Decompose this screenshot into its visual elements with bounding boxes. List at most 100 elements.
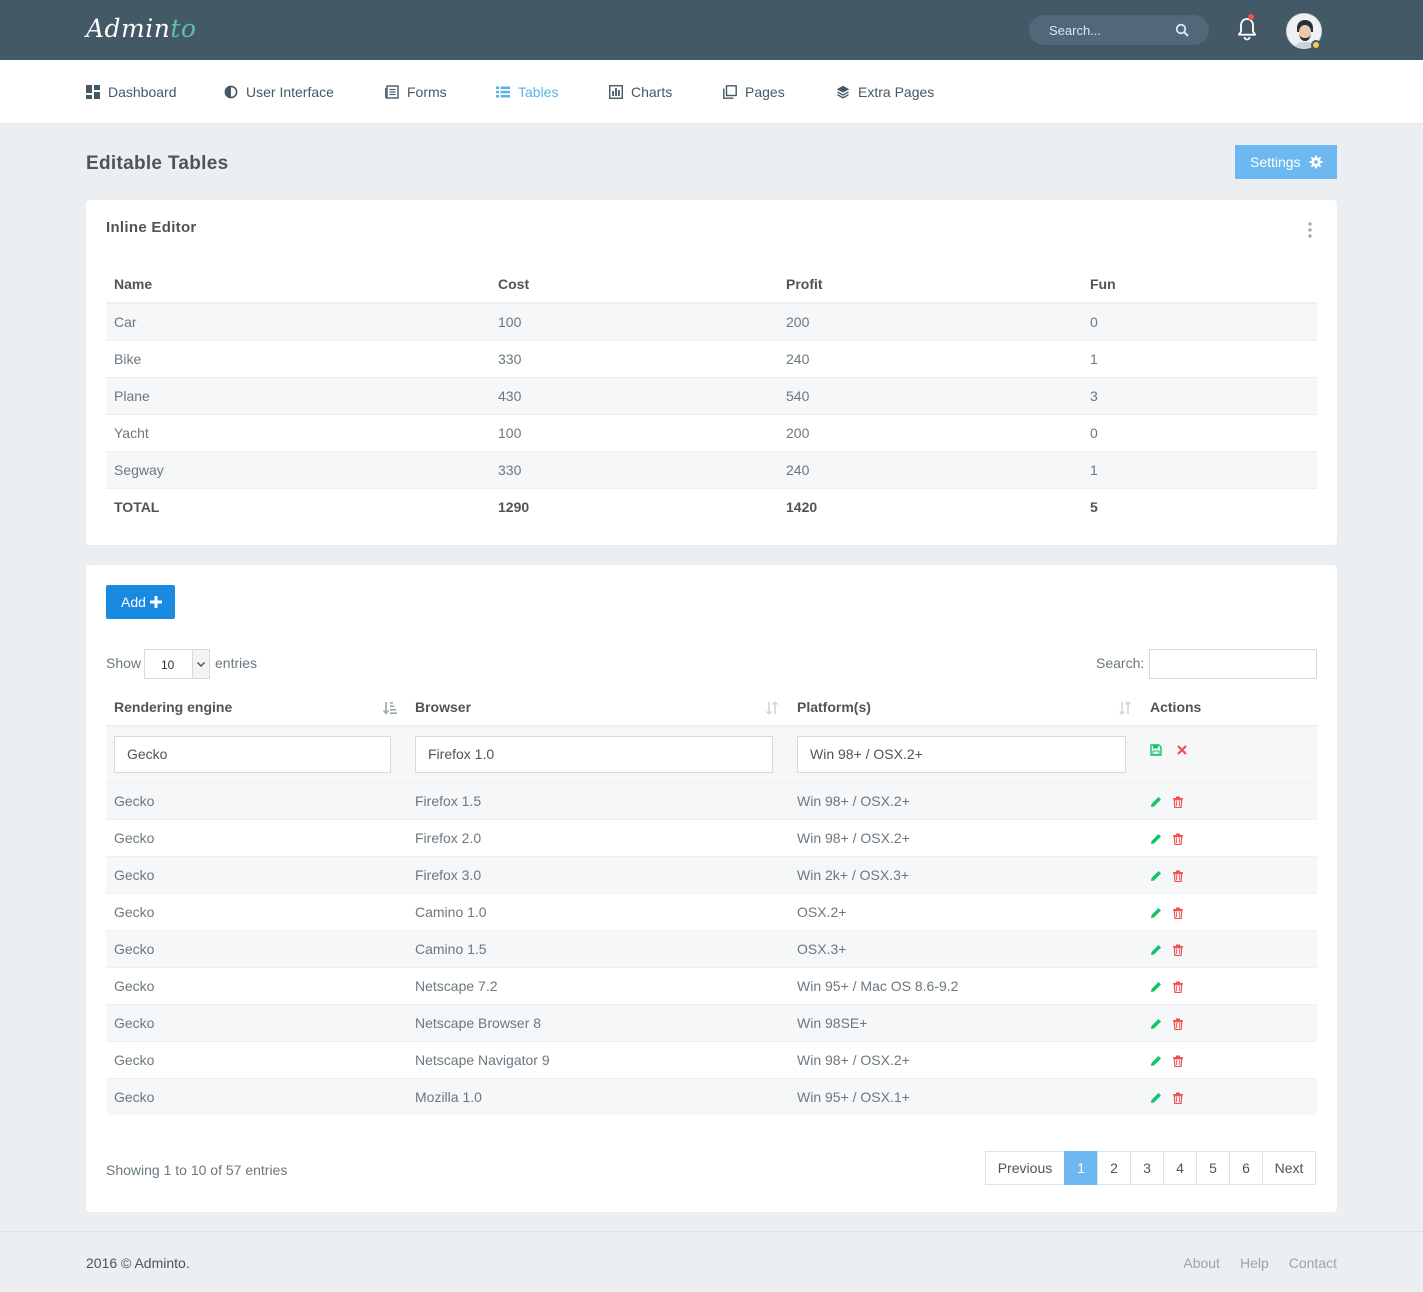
editing-row (106, 725, 1317, 782)
cell-name[interactable]: Bike (106, 339, 490, 377)
datatable-body: Gecko Firefox 1.5 Win 98+ / OSX.2+ Gecko Fir… (106, 781, 1317, 1115)
cell-cost[interactable]: 330 (490, 450, 778, 488)
pagination-page-3[interactable]: 3 (1130, 1151, 1164, 1185)
brand-name-main: Admin (86, 14, 171, 43)
cell-rendering-engine: Gecko (106, 1077, 407, 1115)
actions-cell (1142, 781, 1317, 819)
cell-browser: Camino 1.0 (407, 892, 789, 930)
pagination-page-4[interactable]: 4 (1163, 1151, 1197, 1185)
add-button[interactable]: Add (106, 585, 175, 619)
rendering-engine-input[interactable] (114, 735, 391, 773)
settings-label: Settings (1250, 154, 1301, 170)
more-vertical-icon[interactable] (1304, 220, 1316, 240)
cell-fun[interactable]: 3 (1082, 376, 1317, 414)
cell-name[interactable]: Segway (106, 450, 490, 488)
column-header-browser[interactable]: Browser (407, 689, 789, 727)
cell-profit[interactable]: 200 (778, 302, 1082, 340)
pagination-page-6[interactable]: 6 (1229, 1151, 1263, 1185)
platform-input[interactable] (797, 735, 1126, 773)
nav-label: Extra Pages (858, 84, 935, 100)
pagination-page-2[interactable]: 2 (1097, 1151, 1131, 1185)
cell-platform: OSX.3+ (789, 929, 1142, 967)
brand-logo[interactable]: Adminto (86, 14, 196, 43)
search-icon[interactable] (1175, 23, 1189, 37)
trash-icon[interactable] (1172, 870, 1184, 882)
actions-cell (1142, 1003, 1317, 1041)
cell-rendering-engine: Gecko (106, 929, 407, 967)
cell-rendering-engine: Gecko (106, 1003, 407, 1041)
actions-cell (1142, 725, 1317, 782)
column-header-platforms[interactable]: Platform(s) (789, 689, 1142, 727)
edit-icon[interactable] (1150, 907, 1162, 919)
cell-cost[interactable]: 430 (490, 376, 778, 414)
datatable-card: Add Show 10 entries Search: Rendering en… (86, 565, 1337, 1212)
cell-name[interactable]: Car (106, 302, 490, 340)
cell-profit[interactable]: 240 (778, 339, 1082, 377)
cell-profit[interactable]: 200 (778, 413, 1082, 451)
cell-cost[interactable]: 100 (490, 302, 778, 340)
entries-select[interactable]: 10 (144, 649, 210, 679)
trash-icon[interactable] (1172, 833, 1184, 845)
trash-icon[interactable] (1172, 1055, 1184, 1067)
total-profit: 1420 (778, 487, 1082, 525)
edit-icon[interactable] (1150, 1018, 1162, 1030)
pagination-previous[interactable]: Previous (985, 1151, 1065, 1185)
cell-fun[interactable]: 0 (1082, 413, 1317, 451)
pagination-page-1[interactable]: 1 (1064, 1151, 1098, 1185)
edit-icon[interactable] (1150, 870, 1162, 882)
cell-profit[interactable]: 240 (778, 450, 1082, 488)
top-search-input[interactable] (1029, 15, 1179, 45)
edit-icon[interactable] (1150, 796, 1162, 808)
datatable: Rendering engine Browser Platform(s) Act… (106, 689, 1317, 1115)
status-dot (1311, 40, 1321, 50)
edit-cell (106, 725, 407, 782)
cell-profit[interactable]: 540 (778, 376, 1082, 414)
column-header-rendering-engine[interactable]: Rendering engine (106, 689, 407, 727)
footer-link-contact[interactable]: Contact (1288, 1255, 1337, 1271)
trash-icon[interactable] (1172, 796, 1184, 808)
avatar[interactable] (1286, 13, 1322, 49)
edit-icon[interactable] (1150, 1092, 1162, 1104)
cell-name[interactable]: Yacht (106, 413, 490, 451)
nav-label: Forms (407, 84, 447, 100)
pagination: Previous 1 2 3 4 5 6 Next (985, 1151, 1316, 1185)
contrast-icon (224, 85, 238, 99)
table-search-input[interactable] (1149, 649, 1317, 679)
trash-icon[interactable] (1172, 1092, 1184, 1105)
settings-button[interactable]: Settings (1235, 145, 1337, 179)
close-icon[interactable] (1176, 744, 1188, 756)
footer: 2016 © Adminto. About Help Contact (0, 1231, 1423, 1292)
edit-icon[interactable] (1150, 833, 1162, 845)
cell-cost[interactable]: 100 (490, 413, 778, 451)
cell-name[interactable]: Plane (106, 376, 490, 414)
table-row: Gecko Netscape Browser 8 Win 98SE+ (106, 1003, 1317, 1041)
edit-icon[interactable] (1150, 981, 1162, 993)
sort-icon (766, 701, 778, 715)
cell-cost[interactable]: 330 (490, 339, 778, 377)
cell-fun[interactable]: 1 (1082, 339, 1317, 377)
cell-browser: Netscape 7.2 (407, 966, 789, 1004)
trash-icon[interactable] (1172, 1018, 1184, 1030)
nav-label: Pages (745, 84, 785, 100)
table-row: Gecko Netscape 7.2 Win 95+ / Mac OS 8.6-9.… (106, 966, 1317, 1004)
footer-link-help[interactable]: Help (1239, 1255, 1269, 1271)
nav-label: Dashboard (108, 84, 177, 100)
cell-fun[interactable]: 1 (1082, 450, 1317, 488)
cell-platform: Win 98+ / OSX.2+ (789, 781, 1142, 819)
trash-icon[interactable] (1172, 981, 1184, 993)
page-title: Editable Tables (86, 153, 229, 174)
trash-icon[interactable] (1172, 944, 1184, 956)
cell-fun[interactable]: 0 (1082, 302, 1317, 340)
actions-cell (1142, 855, 1317, 893)
footer-link-about[interactable]: About (1183, 1255, 1220, 1271)
edit-icon[interactable] (1150, 1055, 1162, 1067)
edit-icon[interactable] (1150, 944, 1162, 956)
show-label: Show (106, 655, 142, 671)
chevron-down-icon (197, 662, 205, 667)
pagination-page-5[interactable]: 5 (1196, 1151, 1230, 1185)
save-icon[interactable] (1150, 744, 1162, 756)
pagination-next[interactable]: Next (1262, 1151, 1316, 1185)
bell-icon[interactable] (1236, 16, 1258, 42)
browser-input[interactable] (415, 735, 773, 773)
trash-icon[interactable] (1172, 907, 1184, 919)
